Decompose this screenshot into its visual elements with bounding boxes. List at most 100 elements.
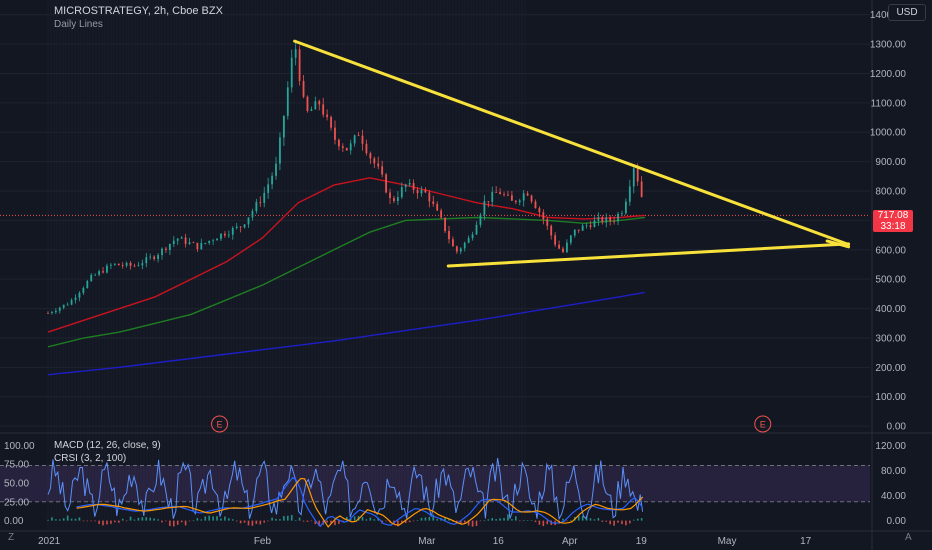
macd-histogram-bar bbox=[632, 519, 635, 521]
macd-histogram-bar bbox=[110, 520, 112, 524]
candle-body bbox=[224, 233, 226, 236]
macd-histogram-bar bbox=[428, 516, 431, 521]
candle-body bbox=[373, 158, 376, 164]
trendline-1 bbox=[293, 39, 851, 247]
crsi-legend[interactable]: CRSI (3, 2, 100) bbox=[54, 453, 127, 464]
macd-histogram-bar bbox=[243, 520, 246, 523]
candle-body bbox=[448, 231, 450, 240]
auto-scale-button[interactable]: A bbox=[905, 532, 912, 543]
candle-body bbox=[550, 225, 553, 236]
macd-histogram-bar bbox=[534, 520, 537, 523]
candle-body bbox=[255, 202, 258, 212]
candle-body bbox=[286, 87, 289, 116]
candle-body bbox=[365, 143, 368, 154]
macd-histogram-bar bbox=[275, 518, 277, 521]
macd-histogram-bar bbox=[625, 520, 627, 526]
last-price-tag: 717.08 33:18 bbox=[873, 210, 913, 232]
candle-body bbox=[161, 248, 163, 256]
macd-histogram-bar bbox=[121, 518, 124, 521]
symbol-title[interactable]: MICROSTRATEGY, 2h, Cboe BZX bbox=[54, 5, 223, 17]
candle-body bbox=[581, 225, 584, 231]
macd-histogram-bar bbox=[570, 520, 572, 522]
candle-body bbox=[239, 226, 242, 228]
time-tick-label: 19 bbox=[636, 536, 648, 547]
candle-body bbox=[149, 256, 152, 258]
macd-histogram-bar bbox=[306, 520, 309, 522]
macd-histogram-bar bbox=[377, 517, 380, 521]
macd-histogram-bar bbox=[58, 519, 61, 521]
macd-histogram-bar bbox=[459, 520, 462, 524]
candle-body bbox=[220, 233, 222, 239]
macd-legend[interactable]: MACD (12, 26, close, 9) bbox=[54, 440, 161, 451]
candle-body bbox=[534, 201, 537, 209]
macd-histogram-bar bbox=[220, 518, 222, 521]
macd-histogram-bar bbox=[609, 520, 611, 525]
candle-body bbox=[290, 57, 293, 88]
candle-body bbox=[145, 257, 148, 264]
candle-body bbox=[334, 127, 336, 140]
macd-histogram-bar bbox=[444, 517, 446, 521]
macd-histogram-bar bbox=[263, 520, 266, 523]
macd-histogram-bar bbox=[157, 519, 159, 521]
candle-body bbox=[282, 115, 285, 138]
macd-histogram-bar bbox=[169, 520, 171, 527]
candle-body bbox=[377, 163, 380, 167]
macd-histogram-bar bbox=[589, 518, 592, 521]
currency-button[interactable]: USD bbox=[888, 4, 926, 21]
macd-histogram-bar bbox=[78, 517, 81, 521]
macd-histogram-bar bbox=[51, 517, 53, 521]
candle-body bbox=[306, 96, 309, 111]
macd-histogram-bar bbox=[581, 515, 584, 521]
macd-histogram-bar bbox=[522, 520, 525, 521]
candle-body bbox=[507, 194, 509, 196]
candle-body bbox=[302, 80, 305, 97]
oscillator-right-tick: 0.00 bbox=[887, 516, 907, 527]
macd-histogram-bar bbox=[349, 518, 352, 521]
zoom-button[interactable]: Z bbox=[8, 532, 15, 543]
candle-body bbox=[593, 220, 596, 228]
candle-body bbox=[82, 287, 85, 293]
candle-body bbox=[601, 217, 604, 223]
candle-body bbox=[47, 312, 49, 314]
candle-body bbox=[408, 183, 411, 185]
oscillator-left-tick: 25.00 bbox=[4, 497, 29, 508]
price-tick-label: 1000.00 bbox=[870, 128, 907, 139]
macd-histogram-bar bbox=[255, 520, 258, 524]
candle-body bbox=[428, 192, 431, 202]
candle-body bbox=[361, 135, 364, 144]
macd-histogram-bar bbox=[467, 520, 470, 526]
macd-histogram-bar bbox=[184, 520, 187, 526]
candle-body bbox=[54, 310, 57, 313]
macd-histogram-bar bbox=[483, 520, 486, 521]
moving-average-line-2 bbox=[47, 216, 645, 348]
candle-body bbox=[479, 214, 482, 225]
candle-body bbox=[121, 265, 124, 267]
candle-body bbox=[243, 224, 246, 228]
macd-histogram-bar bbox=[408, 520, 411, 523]
macd-histogram-bar bbox=[196, 518, 199, 521]
candle-body bbox=[188, 242, 191, 244]
moving-average-line-3 bbox=[47, 291, 645, 376]
macd-histogram-bar bbox=[129, 516, 132, 521]
candle-body bbox=[585, 225, 588, 227]
macd-histogram-bar bbox=[302, 520, 305, 522]
macd-histogram-bar bbox=[412, 520, 415, 522]
macd-histogram-bar bbox=[145, 517, 148, 521]
candle-body bbox=[459, 248, 462, 252]
oscillator-right-tick: 40.00 bbox=[881, 491, 906, 502]
candle-body bbox=[176, 238, 179, 241]
macd-histogram-bar bbox=[267, 520, 269, 522]
indicator-label[interactable]: Daily Lines bbox=[54, 19, 103, 30]
candle-body bbox=[117, 263, 120, 266]
macd-histogram-bar bbox=[133, 519, 136, 521]
macd-histogram-bar bbox=[82, 520, 85, 522]
macd-histogram-bar bbox=[216, 516, 218, 521]
macd-histogram-bar bbox=[279, 519, 281, 521]
macd-histogram-bar bbox=[401, 520, 403, 523]
earnings-marker-label-2: E bbox=[760, 420, 766, 430]
macd-histogram-bar bbox=[106, 520, 108, 525]
macd-histogram-bar bbox=[114, 520, 116, 523]
macd-histogram-bar bbox=[361, 517, 364, 521]
